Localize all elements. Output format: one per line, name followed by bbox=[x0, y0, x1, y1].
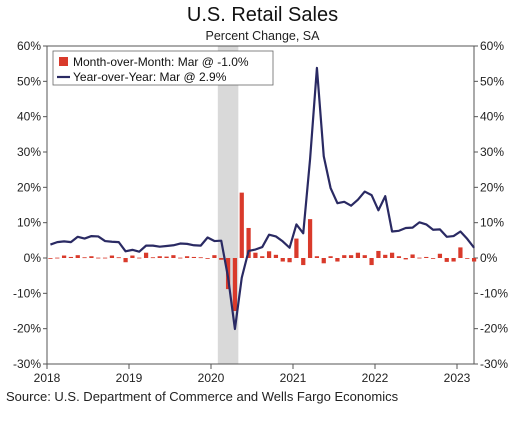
mom-bar bbox=[198, 257, 203, 259]
y-tick-label-right: 10% bbox=[480, 216, 504, 230]
mom-bar bbox=[301, 258, 306, 266]
mom-bar bbox=[61, 255, 67, 258]
mom-bar bbox=[389, 252, 395, 258]
mom-bar bbox=[471, 258, 477, 262]
mom-bar bbox=[451, 258, 456, 262]
mom-bar bbox=[212, 255, 217, 258]
mom-bar bbox=[430, 258, 436, 259]
mom-bar bbox=[280, 258, 285, 262]
mom-bar bbox=[123, 258, 128, 263]
y-tick-label-left: 10% bbox=[17, 216, 41, 230]
mom-bar bbox=[55, 257, 60, 259]
mom-bar bbox=[307, 219, 313, 258]
mom-bar bbox=[205, 258, 210, 259]
mom-bar bbox=[143, 252, 149, 258]
mom-bar bbox=[294, 238, 299, 258]
mom-bar bbox=[369, 258, 374, 266]
y-tick-label-left: 30% bbox=[17, 145, 41, 159]
mom-bar bbox=[383, 254, 388, 258]
plot-frame bbox=[46, 45, 475, 365]
mom-bar bbox=[260, 256, 265, 258]
mom-bar bbox=[355, 252, 361, 258]
mom-bar bbox=[48, 258, 53, 259]
mom-bar bbox=[335, 258, 340, 262]
legend-box bbox=[52, 50, 274, 86]
source-note: Source: U.S. Department of Commerce and … bbox=[6, 389, 399, 404]
mom-bar bbox=[232, 258, 238, 311]
mom-bar bbox=[376, 250, 381, 258]
mom-bar bbox=[219, 258, 224, 260]
y-tick-label-left: -30% bbox=[13, 357, 41, 371]
y-tick-label-left: -10% bbox=[13, 286, 41, 300]
mom-bar bbox=[253, 252, 258, 258]
mom-bar bbox=[109, 255, 115, 258]
y-tick-label-right: 40% bbox=[480, 110, 504, 124]
y-tick-label-left: 60% bbox=[17, 39, 41, 53]
y-tick-label-right: -10% bbox=[480, 286, 508, 300]
mom-bar bbox=[328, 256, 333, 258]
mom-bar bbox=[417, 257, 422, 259]
mom-bar bbox=[465, 258, 470, 259]
mom-bar bbox=[444, 258, 449, 262]
mom-bar bbox=[362, 255, 367, 258]
mom-bar bbox=[150, 257, 156, 259]
mom-bar bbox=[321, 258, 326, 264]
y-tick-label-left: -20% bbox=[13, 322, 41, 336]
mom-bar bbox=[342, 255, 347, 258]
y-tick-label-right: 60% bbox=[480, 39, 504, 53]
mom-bar bbox=[348, 255, 354, 258]
legend-label-yoy: Year-over-Year: Mar @ 2.9% bbox=[73, 70, 227, 84]
y-tick-label-right: -20% bbox=[480, 322, 508, 336]
mom-bar bbox=[157, 256, 162, 258]
x-tick-label: 2020 bbox=[198, 371, 225, 385]
mom-bar bbox=[239, 192, 244, 258]
x-tick-label: 2023 bbox=[444, 371, 471, 385]
mom-bar bbox=[184, 256, 190, 258]
legend-label-mom: Month-over-Month: Mar @ -1.0% bbox=[73, 55, 249, 69]
x-tick-label: 2021 bbox=[280, 371, 307, 385]
mom-bar bbox=[89, 256, 94, 258]
chart-title: U.S. Retail Sales bbox=[186, 4, 339, 26]
x-tick-label: 2022 bbox=[362, 371, 389, 385]
mom-bar bbox=[424, 256, 429, 258]
y-tick-label-left: 20% bbox=[17, 180, 41, 194]
y-tick-label-right: 50% bbox=[480, 74, 504, 88]
mom-bar bbox=[287, 258, 292, 263]
yoy-line bbox=[50, 66, 475, 331]
y-tick-label-right: 30% bbox=[480, 145, 504, 159]
mom-bar bbox=[137, 257, 142, 259]
y-tick-label-right: -30% bbox=[480, 357, 508, 371]
mom-bar bbox=[116, 257, 121, 259]
mom-bar bbox=[396, 256, 402, 258]
y-tick-label-right: 20% bbox=[480, 180, 504, 194]
recession-shading bbox=[217, 46, 239, 364]
y-tick-label-left: 40% bbox=[17, 110, 41, 124]
mom-bar bbox=[102, 257, 108, 259]
mom-bar bbox=[75, 255, 80, 258]
y-tick-label-right: 0% bbox=[480, 251, 498, 265]
mom-bar bbox=[171, 255, 176, 258]
mom-bar bbox=[437, 253, 443, 258]
mom-bar bbox=[130, 255, 135, 258]
x-tick-label: 2018 bbox=[34, 371, 61, 385]
mom-bar bbox=[164, 256, 169, 258]
mom-bar bbox=[403, 258, 408, 260]
mom-bar bbox=[246, 227, 251, 258]
chart-subtitle: Percent Change, SA bbox=[205, 29, 320, 43]
x-tick-label: 2019 bbox=[116, 371, 143, 385]
mom-bar bbox=[68, 256, 74, 258]
mom-bar bbox=[314, 256, 320, 258]
mom-bar bbox=[178, 257, 183, 259]
mom-bar bbox=[96, 257, 101, 259]
mom-bar bbox=[273, 254, 279, 258]
mom-bar bbox=[191, 256, 197, 258]
y-tick-label-left: 50% bbox=[17, 74, 41, 88]
mom-bar bbox=[410, 254, 415, 258]
mom-bar bbox=[458, 247, 463, 258]
legend-swatch-bars bbox=[59, 57, 68, 66]
mom-bar bbox=[266, 251, 272, 258]
y-tick-label-left: 0% bbox=[24, 251, 42, 265]
mom-bar bbox=[82, 257, 87, 259]
